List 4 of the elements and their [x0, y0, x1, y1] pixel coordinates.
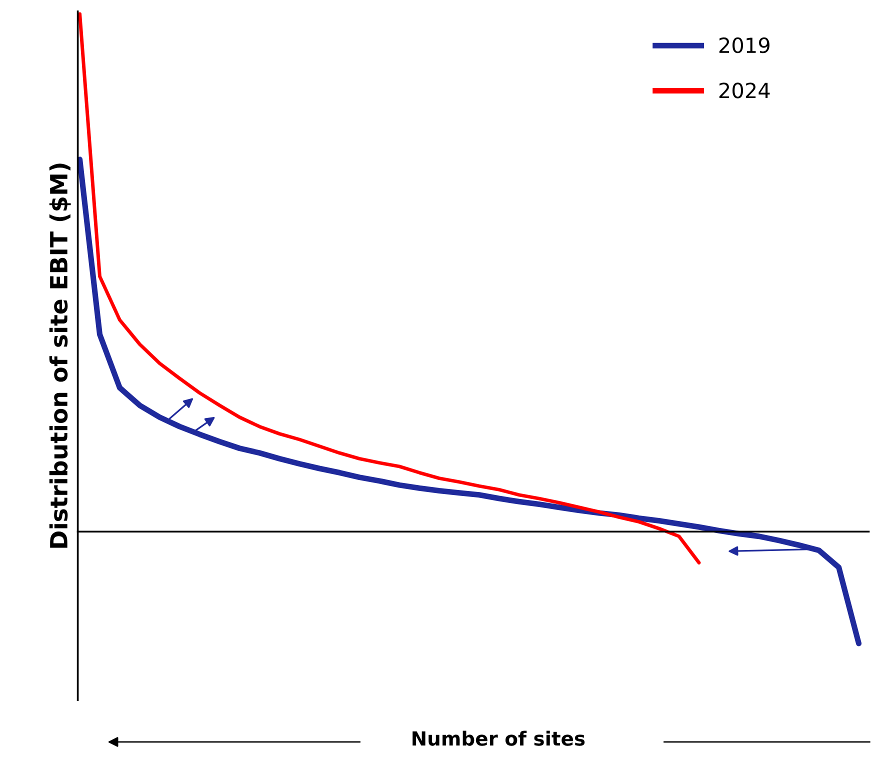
legend-label: 2024	[719, 82, 770, 98]
legend-label: 2019	[719, 37, 770, 54]
y-axis-title: Distribution of site EBIT ($M)	[49, 164, 71, 548]
x-axis-title: Number of sites	[412, 730, 585, 746]
